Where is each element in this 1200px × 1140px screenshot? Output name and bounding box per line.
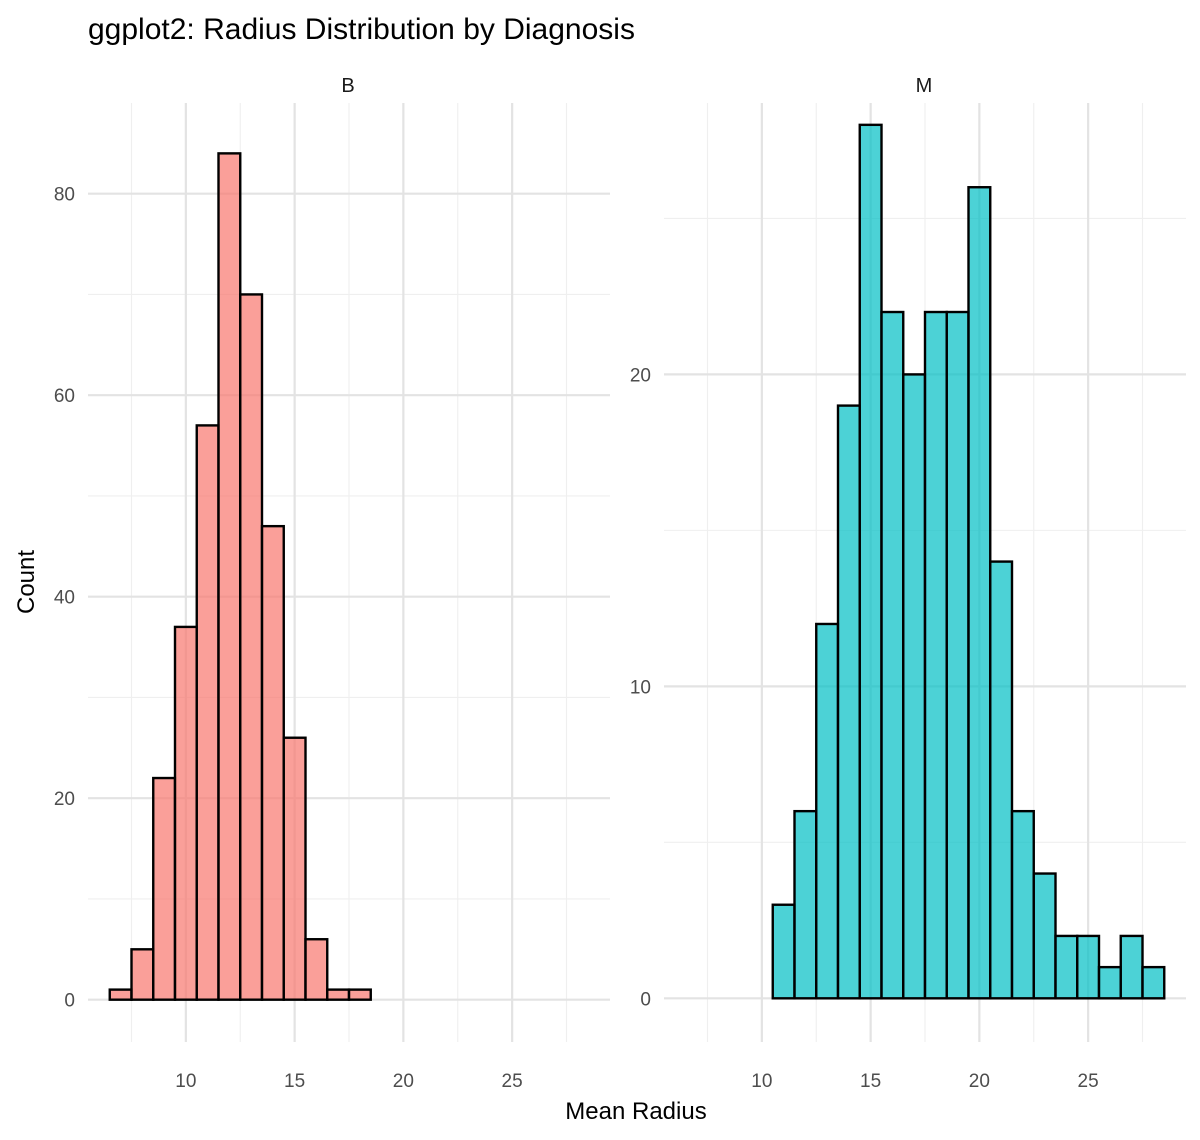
x-tick-label: 25 [1078, 1071, 1099, 1092]
facet-label-b: B [341, 75, 354, 97]
histogram-bar-m [989, 560, 1014, 1000]
x-tick-label: 20 [969, 1071, 990, 1092]
histogram-bar-b [326, 988, 351, 1001]
histogram-bar-m [945, 310, 970, 1000]
histogram-bar-m [902, 373, 927, 1000]
histogram-bar-b [347, 988, 372, 1001]
y-tick-label: 10 [630, 677, 651, 698]
histogram-bar-m [880, 310, 905, 1000]
histogram-bar-m [1097, 965, 1122, 1000]
chart-title: ggplot2: Radius Distribution by Diagnosi… [88, 13, 635, 46]
histogram-bar-m [836, 404, 861, 1000]
histogram-bar-m [1141, 965, 1166, 1000]
y-tick-label: 40 [54, 588, 75, 609]
histogram-bar-m [771, 903, 796, 1000]
histogram-bar-b [130, 948, 155, 1001]
x-tick-label: 10 [751, 1071, 772, 1092]
y-tick-label: 0 [64, 991, 75, 1012]
histogram-bar-b [282, 736, 307, 1001]
histogram-bar-m [1010, 809, 1035, 1000]
facet-panel-m: 10 15 20 25 0 10 20 [630, 103, 1186, 1092]
x-tick-label: 10 [175, 1071, 196, 1092]
histogram-bar-m [815, 622, 840, 1000]
histogram-bar-b [260, 524, 285, 1001]
histogram-bar-b [217, 152, 242, 1001]
y-tick-label: 20 [630, 365, 651, 386]
histogram-bar-m [858, 123, 883, 1000]
y-tick-label: 20 [54, 789, 75, 810]
histogram-bar-m [793, 809, 818, 1000]
y-axis-title: Count [13, 550, 40, 614]
x-tick-label: 20 [393, 1071, 414, 1092]
histogram-bar-m [923, 310, 948, 1000]
histogram-bar-m [1054, 934, 1079, 1000]
histogram-bar-b [152, 776, 177, 1001]
histogram-bar-m [967, 186, 992, 1000]
histogram-bar-m [1032, 872, 1057, 1000]
facet-label-m: M [916, 75, 933, 97]
y-tick-label: 60 [54, 386, 75, 407]
x-tick-label: 15 [860, 1071, 881, 1092]
y-tick-label: 0 [640, 989, 651, 1010]
histogram-bar-b [304, 938, 329, 1001]
histogram-bar-b [108, 988, 133, 1001]
histogram-bar-m [1076, 934, 1101, 1000]
histogram-bar-b [239, 293, 264, 1001]
histogram-bar-b [173, 625, 198, 1001]
histogram-bar-b [195, 424, 220, 1001]
histogram-bar-m [1119, 934, 1144, 1000]
x-tick-label: 25 [502, 1071, 523, 1092]
x-axis-title: Mean Radius [565, 1098, 706, 1125]
y-tick-label: 80 [54, 185, 75, 206]
facet-panel-b: 10 15 20 25 0 20 40 60 80 [54, 103, 610, 1092]
x-tick-label: 15 [284, 1071, 305, 1092]
